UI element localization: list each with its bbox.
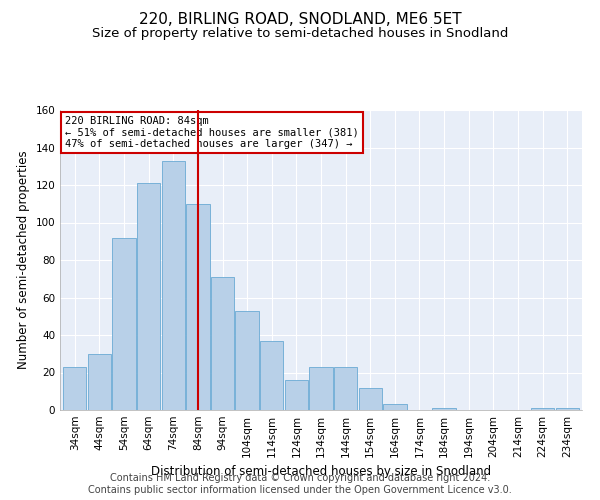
Bar: [284, 380, 308, 410]
Bar: [433, 408, 456, 410]
Text: Size of property relative to semi-detached houses in Snodland: Size of property relative to semi-detach…: [92, 28, 508, 40]
Bar: [235, 310, 259, 410]
Text: 220, BIRLING ROAD, SNODLAND, ME6 5ET: 220, BIRLING ROAD, SNODLAND, ME6 5ET: [139, 12, 461, 28]
Bar: [556, 408, 579, 410]
Bar: [211, 277, 234, 410]
Bar: [88, 354, 111, 410]
Bar: [334, 367, 358, 410]
Y-axis label: Number of semi-detached properties: Number of semi-detached properties: [17, 150, 30, 370]
Bar: [63, 367, 86, 410]
Bar: [186, 204, 209, 410]
Bar: [161, 160, 185, 410]
X-axis label: Distribution of semi-detached houses by size in Snodland: Distribution of semi-detached houses by …: [151, 466, 491, 478]
Text: 220 BIRLING ROAD: 84sqm
← 51% of semi-detached houses are smaller (381)
47% of s: 220 BIRLING ROAD: 84sqm ← 51% of semi-de…: [65, 116, 359, 149]
Bar: [112, 238, 136, 410]
Text: Contains HM Land Registry data © Crown copyright and database right 2024.
Contai: Contains HM Land Registry data © Crown c…: [88, 474, 512, 495]
Bar: [310, 367, 332, 410]
Bar: [359, 388, 382, 410]
Bar: [383, 404, 407, 410]
Bar: [531, 408, 554, 410]
Bar: [137, 183, 160, 410]
Bar: [260, 340, 283, 410]
